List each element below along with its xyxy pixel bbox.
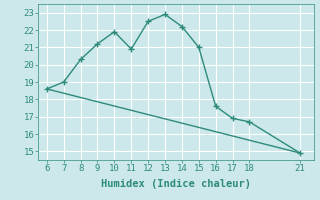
X-axis label: Humidex (Indice chaleur): Humidex (Indice chaleur) [101, 179, 251, 189]
